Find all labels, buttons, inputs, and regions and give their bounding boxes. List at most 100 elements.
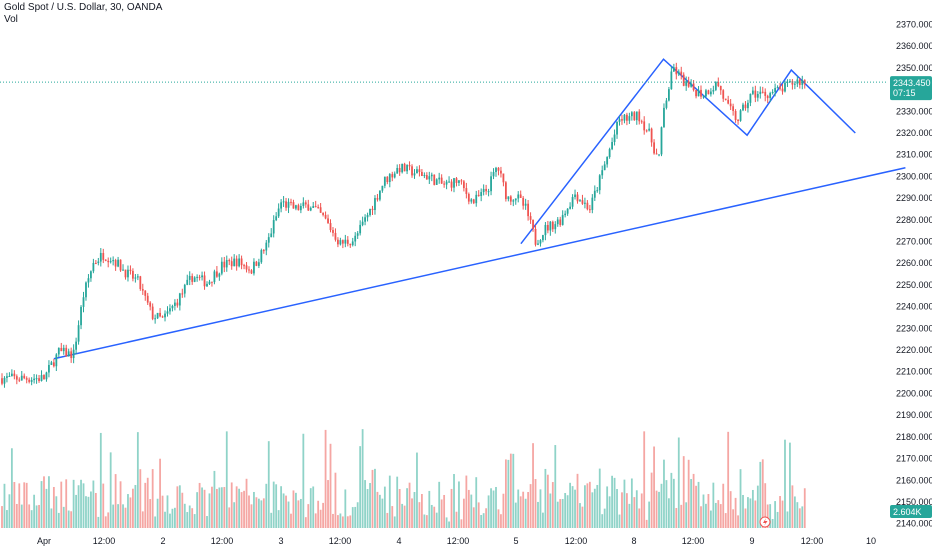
volume-value: 2.604K — [893, 507, 922, 517]
volume-bar — [280, 486, 283, 528]
candle-body — [601, 170, 604, 176]
volume-bar — [761, 459, 764, 528]
candle-body — [48, 364, 50, 373]
candle-body — [220, 261, 223, 274]
candle-body — [500, 170, 502, 174]
volume-bar — [67, 510, 70, 528]
candle-body — [697, 89, 700, 97]
candle-body — [458, 180, 460, 183]
candle-body — [462, 181, 465, 189]
candle-body — [292, 202, 295, 209]
volume-bar — [45, 488, 48, 528]
volume-bar — [574, 489, 576, 528]
volume-bar — [299, 498, 302, 528]
volume-bar — [262, 498, 265, 528]
candle-body — [134, 277, 137, 279]
candle-body — [243, 265, 245, 267]
volume-bar — [584, 485, 586, 528]
candle-body — [576, 194, 579, 202]
candle-body — [502, 173, 505, 183]
candle-body — [786, 81, 789, 83]
candle-body — [492, 172, 495, 177]
candle-body — [791, 81, 794, 85]
candle-body — [314, 206, 317, 208]
volume-bar — [477, 502, 480, 528]
candle-body — [514, 198, 517, 201]
candle-body — [255, 261, 258, 266]
volume-bar — [754, 500, 757, 528]
volume-bar — [408, 482, 411, 528]
candle-body — [245, 265, 248, 270]
y-tick-label: 2170.000 — [896, 454, 932, 464]
candle-body — [561, 215, 564, 225]
volume-bar — [250, 504, 253, 528]
candle-body — [756, 93, 759, 98]
volume-bar — [20, 504, 23, 528]
candle-body — [460, 180, 463, 182]
volume-bar — [603, 508, 606, 528]
volume-bar — [141, 511, 144, 528]
candle-body — [564, 213, 567, 216]
candle-body — [183, 284, 186, 294]
candle-body — [122, 269, 124, 271]
volume-bar — [658, 491, 660, 528]
volume-bar — [77, 485, 80, 528]
volume-bar — [791, 485, 794, 528]
volume-bar — [90, 491, 92, 528]
chart-drawings — [53, 58, 906, 360]
candle-body — [428, 176, 431, 180]
candle-body — [201, 275, 203, 278]
candle-body — [719, 86, 722, 91]
volume-bar — [337, 515, 339, 528]
candle-body — [677, 71, 680, 75]
candle-body — [383, 176, 386, 186]
y-tick-label: 2200.000 — [896, 388, 932, 398]
candle-body — [512, 200, 515, 202]
candle-body — [149, 302, 152, 307]
volume-bar — [329, 443, 332, 528]
volume-bar — [193, 514, 196, 528]
candle-body — [282, 201, 285, 203]
volume-bar — [3, 483, 6, 528]
volume-bar — [161, 495, 164, 528]
volume-bar — [270, 512, 273, 528]
y-tick-label: 2140.000 — [896, 519, 932, 529]
candle-body — [109, 261, 112, 263]
candle-body — [364, 217, 366, 222]
candle-body — [759, 91, 762, 94]
volume-bar — [507, 459, 510, 528]
candle-body — [675, 67, 678, 75]
volume-bar — [776, 511, 779, 528]
candle-body — [50, 362, 53, 365]
volume-bar — [650, 472, 653, 528]
candle-body — [156, 312, 159, 319]
candle-body — [102, 252, 105, 260]
candle-body — [391, 174, 394, 178]
volume-bar — [539, 489, 542, 528]
lightning-bolt-icon[interactable] — [759, 516, 771, 528]
volume-bar — [665, 480, 668, 528]
candle-body — [18, 379, 21, 381]
candle-body — [304, 202, 307, 205]
candle-body — [65, 347, 68, 357]
volume-bar — [616, 489, 618, 528]
volume-bar — [57, 512, 60, 528]
candle-body — [403, 163, 406, 172]
candle-body — [99, 252, 102, 262]
volume-bar — [524, 498, 527, 528]
volume-bar — [208, 493, 211, 528]
candle-body — [176, 302, 179, 306]
candle-body — [23, 375, 26, 379]
volume-bar — [719, 504, 722, 528]
x-tick-label: 12:00 — [565, 536, 588, 546]
candle-body — [164, 313, 166, 318]
volume-bar — [430, 504, 433, 528]
volume-bar — [668, 498, 670, 528]
candle-body — [213, 271, 216, 283]
candle-body — [588, 209, 591, 211]
candle-body — [705, 90, 707, 97]
candle-body — [566, 208, 569, 214]
volume-bar — [747, 497, 749, 528]
volume-bar — [317, 500, 320, 528]
